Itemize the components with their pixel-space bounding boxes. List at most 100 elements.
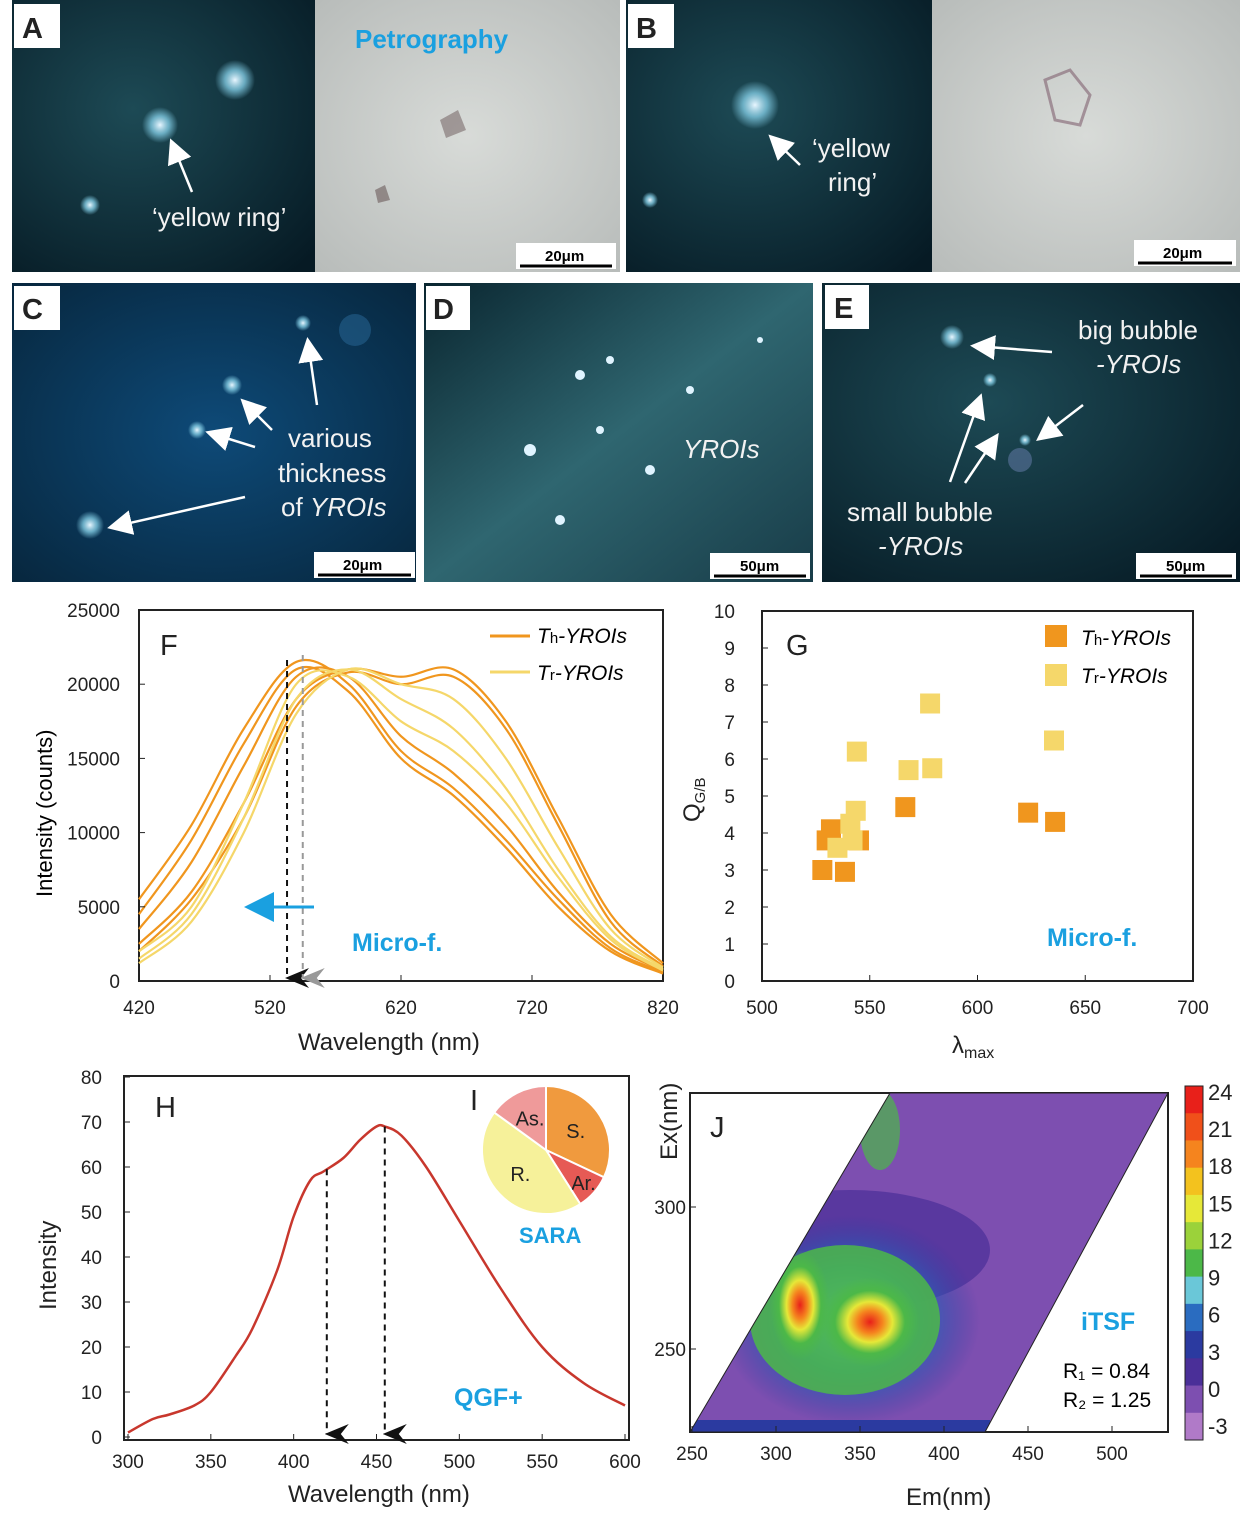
fluorescence-photo [822,283,1240,582]
pie-slice-label: R. [510,1164,530,1186]
y-tick-label: 6 [724,750,735,771]
transmitted-light-photo [932,0,1240,272]
colorbar: 24 21 18 15 12 9 6 3 0 -3 [1184,1080,1232,1441]
annotation: Micro-f. [1047,924,1137,952]
data-point-tr [846,741,867,762]
data-point-tr [898,760,919,781]
big-bubble-label: big bubble [1078,315,1198,345]
yellow-ring-label: ‘yellow [812,133,890,163]
colorbar-tick-label: 9 [1208,1266,1220,1291]
data-point-th [1045,811,1066,832]
legend-label-th: Th-YROIs [537,625,628,648]
transmitted-light-photo [315,0,620,272]
pie-slice-label: As. [516,1109,545,1131]
panel-label: E [834,293,853,325]
spectrum-line-th [138,670,664,968]
big-bubble-label-line2: -YROIs [1096,349,1181,379]
scale-label: 20μm [1163,245,1202,262]
y-tick-label: 3 [724,861,735,882]
yellow-ring-label: ‘yellow ring’ [152,202,286,232]
colorbar-segment [1185,1140,1203,1169]
y-tick-label: 2 [724,898,735,919]
y-tick-label: 10 [81,1383,102,1404]
data-point-tr [840,813,861,834]
pie-slice [545,1084,611,1179]
x-tick-label: 450 [361,1452,393,1473]
colorbar-segment [1185,1276,1203,1305]
chart-j-heatmap: 250 300 350 400 450 500 250 300 J iTSF R₁ = 0.8… [654,1080,1232,1511]
small-bubble-label: small bubble [847,497,993,527]
annotation-line: of YROIs [281,492,387,522]
y-tick-label: 20000 [67,675,120,696]
x-tick-label: 500 [443,1452,475,1473]
y-tick-label: 10000 [67,824,120,845]
x-tick-label: 650 [1069,998,1101,1019]
pie-slice [481,1110,582,1215]
y-tick-label: 5000 [78,898,120,919]
spectrum-line-th [138,665,664,975]
panel-label: A [22,13,43,45]
x-tick-label: 350 [844,1444,876,1465]
x-tick-label: 450 [1012,1444,1044,1465]
y-tick-label: 80 [81,1068,102,1089]
annotation: Micro-f. [352,929,442,957]
data-point-tr [920,693,941,714]
panel-label: D [433,294,454,326]
colorbar-tick-label: 21 [1208,1117,1232,1142]
colorbar-segment [1185,1086,1203,1114]
x-tick-label: 700 [1177,998,1209,1019]
x-tick-label: 420 [123,998,155,1019]
chart-i-pie: I S. Ar. R. As. SARA [470,1084,611,1248]
colorbar-segment [1185,1358,1203,1387]
panel-label: J [710,1112,725,1144]
x-tick-label: 600 [609,1452,641,1473]
colorbar-tick-label: 6 [1208,1303,1220,1328]
scale-label: 50μm [1166,558,1205,575]
colorbar-segment [1185,1385,1203,1414]
legend-label-tr: Tr-YROIs [1081,665,1168,688]
x-tick-label: 300 [760,1444,792,1465]
y-tick-label: 0 [724,972,735,993]
y-tick-label: 1 [724,935,735,956]
x-axis-label: Em(nm) [906,1484,991,1511]
panel-b: B ‘yellow ring’ 20μm [626,0,1240,272]
data-point-tr [842,830,863,851]
r2-value: R₂ = 1.25 [1063,1389,1151,1412]
y-axis-label: Intensity [35,1221,62,1310]
x-axis-label: Wavelength (nm) [288,1481,470,1508]
scale-label: 20μm [343,557,382,574]
colorbar-segment [1185,1113,1203,1141]
data-point-th [820,819,841,840]
x-tick-label: 720 [516,998,548,1019]
pie-slice-label: Ar. [571,1173,595,1195]
petrography-title: Petrography [355,24,509,54]
colorbar-tick-label: 24 [1208,1080,1232,1105]
panel-label: C [22,294,43,326]
y-tick-label: 4 [724,824,735,845]
x-tick-label: 550 [854,998,886,1019]
y-tick-label: 50 [81,1203,102,1224]
panel-d: D YROIs 50μm [424,283,813,582]
pie-slice-label: S. [566,1121,585,1143]
panel-a: A Petrography ‘yellow ring’ 20μm [12,0,620,272]
x-tick-label: 300 [112,1452,144,1473]
x-axis-label: λmax [952,1032,994,1062]
chart-h: 300 350 400 450 500 550 600 0 10 20 30 40 50 60 70 80 H… [35,1068,641,1508]
scale-label: 20μm [545,248,584,265]
panel-label: F [160,630,178,662]
colorbar-segment [1185,1303,1203,1332]
legend-swatch-tr [1045,664,1067,686]
x-tick-label: 520 [254,998,286,1019]
y-axis-label: Intensity (counts) [32,729,57,897]
y-tick-label: 25000 [67,601,120,622]
annotation-line: thickness [278,458,386,488]
x-tick-label: 620 [385,998,417,1019]
spectrum-line-tr [138,668,664,971]
spectrum-line-th [138,666,664,972]
y-tick-label: 9 [724,639,735,660]
data-point-tr [1044,730,1065,751]
panel-label: B [636,13,657,45]
colorbar-tick-label: 0 [1208,1377,1220,1402]
data-point-th [895,797,916,818]
